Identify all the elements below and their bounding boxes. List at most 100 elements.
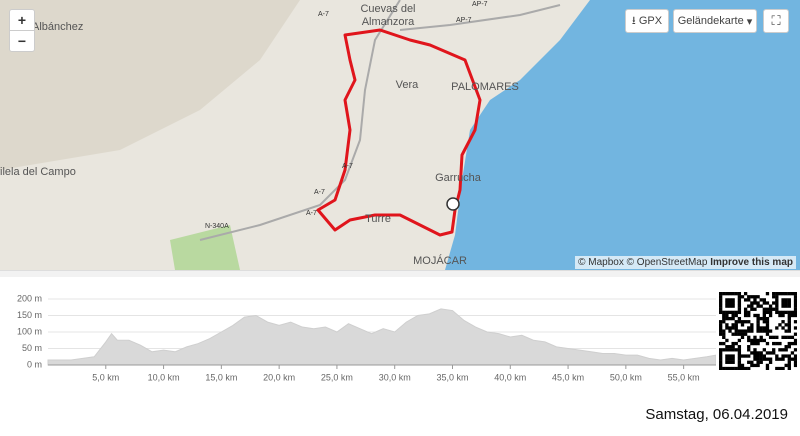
qr-module (743, 292, 748, 296)
qr-module (759, 326, 763, 330)
qr-module (737, 301, 742, 305)
qr-module (787, 357, 791, 361)
qr-module (728, 360, 732, 364)
qr-module (762, 316, 766, 321)
qr-module (719, 323, 723, 327)
qr-module (762, 326, 766, 330)
qr-module (731, 360, 735, 364)
fullscreen-button[interactable]: ⛶ (763, 9, 789, 33)
zoom-out[interactable]: − (17, 33, 27, 49)
qr-module (772, 307, 776, 311)
qr-module (793, 360, 797, 364)
qr-module (793, 363, 797, 368)
map-type-button[interactable]: Geländekarte ▾ (673, 9, 757, 33)
qr-module (719, 307, 723, 311)
qr-module (737, 348, 742, 352)
qr-module (753, 363, 757, 368)
qr-module (775, 357, 779, 361)
qr-module (790, 335, 795, 339)
qr-module (762, 313, 766, 318)
x-tick-label: 55,0 km (668, 372, 700, 382)
qr-module (762, 338, 766, 343)
qr-module (759, 360, 763, 364)
qr-module (787, 326, 791, 330)
qr-module (756, 357, 760, 361)
x-tick-label: 40,0 km (494, 372, 526, 382)
place-label: Cuevas del (360, 3, 415, 15)
qr-module (747, 360, 751, 364)
qr-module (781, 320, 785, 324)
qr-module (793, 348, 797, 352)
qr-module (725, 301, 729, 305)
place-label: Albánchez (32, 21, 83, 33)
qr-module (737, 295, 742, 299)
qr-module (768, 360, 773, 364)
x-tick-label: 20,0 km (263, 372, 295, 382)
qr-module (753, 354, 757, 358)
highway (199, 0, 401, 241)
qr-module (781, 310, 785, 315)
qr-module (737, 292, 742, 296)
qr-module (731, 341, 735, 346)
qr-module (719, 341, 723, 346)
qr-module (728, 316, 732, 321)
qr-module (753, 335, 757, 339)
qr-module (759, 304, 763, 308)
qr-module (722, 341, 726, 346)
gpx-label: GPX (638, 15, 663, 27)
road-label: AP-7 (472, 1, 488, 8)
qr-module (740, 295, 745, 299)
qr-module (750, 360, 754, 364)
qr-module (784, 348, 788, 352)
qr-module (756, 304, 760, 308)
qr-module (734, 348, 738, 352)
qr-module (793, 310, 797, 315)
qr-module (768, 307, 773, 311)
qr-module (775, 292, 779, 296)
qr-module (768, 310, 773, 315)
qr-module (753, 351, 757, 355)
qr-module (775, 301, 779, 305)
qr-module (731, 292, 735, 296)
qr-module (793, 338, 797, 343)
qr-module (778, 366, 782, 370)
qr-module (750, 329, 754, 333)
finish-marker[interactable] (446, 197, 460, 211)
attribution-item[interactable]: © OpenStreetMap (626, 257, 708, 268)
zoom-in[interactable]: + (10, 10, 34, 31)
x-tick-label: 25,0 km (321, 372, 353, 382)
qr-module (793, 298, 797, 302)
qr-module (725, 326, 729, 330)
qr-module (772, 301, 776, 305)
qr-module (778, 341, 782, 346)
gpx-button[interactable]: ⭳ GPX (625, 9, 669, 33)
qr-module (725, 304, 729, 308)
resize-handle[interactable] (0, 270, 800, 277)
place-label: ilela del Campo (0, 166, 76, 178)
qr-module (781, 354, 785, 358)
sea (445, 0, 800, 270)
qr-module (753, 298, 757, 302)
attribution-item[interactable]: Improve this map (710, 257, 793, 268)
qr-module (781, 357, 785, 361)
attribution-item[interactable]: © Mapbox (578, 257, 624, 268)
qr-module (725, 360, 729, 364)
qr-module (756, 351, 760, 355)
qr-module (743, 366, 748, 370)
qr-module (759, 351, 763, 355)
road-label: A-7 (306, 210, 317, 217)
qr-module (719, 348, 723, 352)
qr-module (793, 304, 797, 308)
qr-module (722, 335, 726, 339)
qr-module (775, 298, 779, 302)
qr-module (793, 320, 797, 324)
qr-module (737, 316, 742, 321)
qr-module (753, 338, 757, 343)
qr-module (768, 335, 773, 339)
qr-module (765, 332, 770, 336)
map[interactable]: Albánchez Cuevas del Almanzora Vera Garr… (0, 0, 800, 270)
qr-module (734, 320, 738, 324)
place-label: Turre (365, 213, 391, 225)
qr-module (734, 341, 738, 346)
